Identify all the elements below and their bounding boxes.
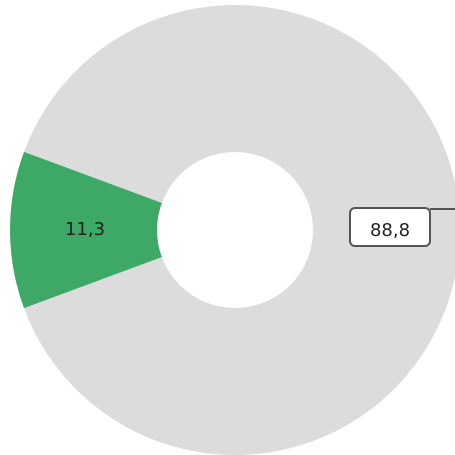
- donut-slice-small: [10, 151, 235, 309]
- data-label-small-slice: 11,3: [65, 219, 105, 240]
- callout-box: [349, 207, 431, 247]
- donut-hole: [157, 152, 313, 308]
- data-label-large-slice: 88,8: [370, 220, 410, 241]
